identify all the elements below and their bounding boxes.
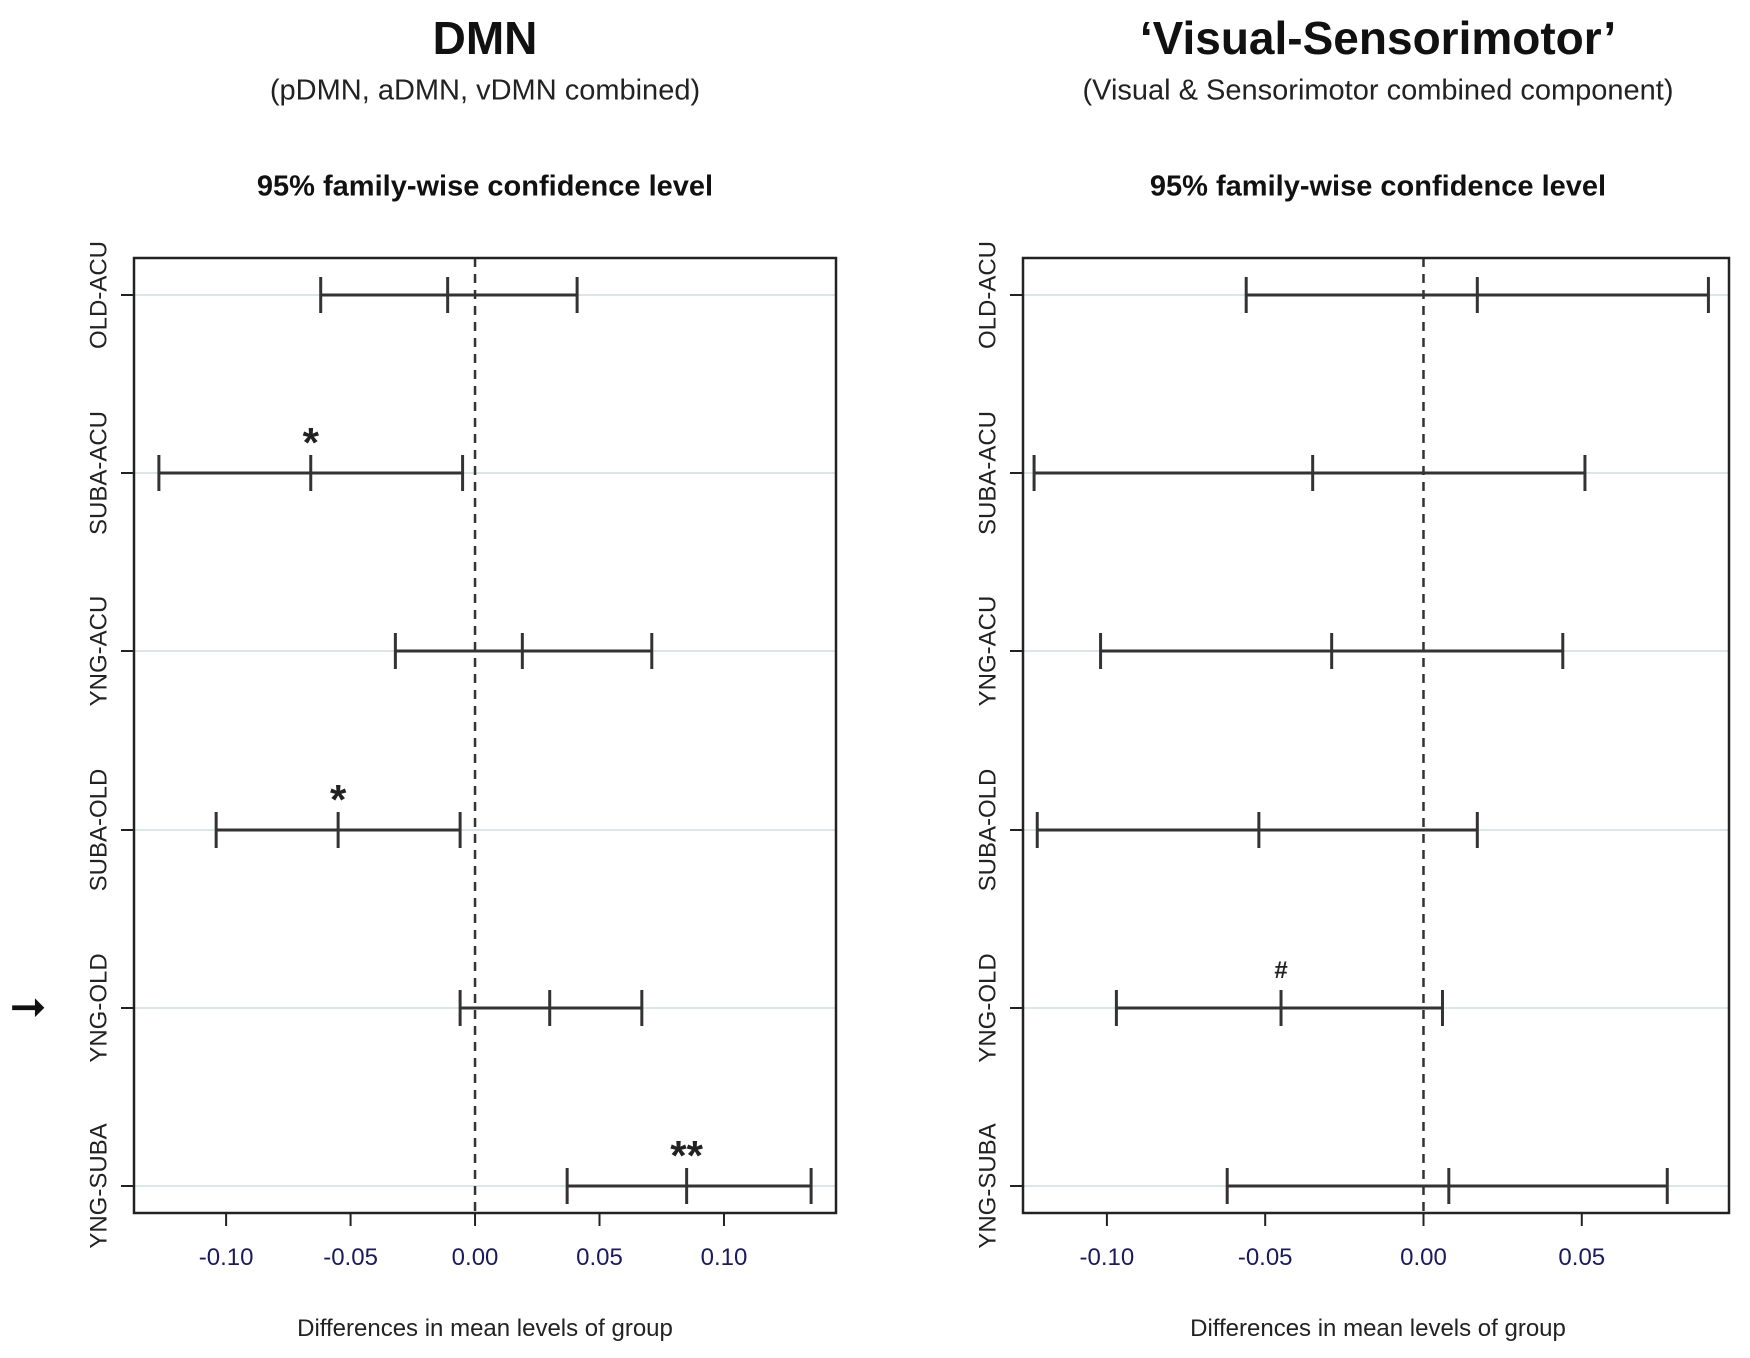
chart-1-xtick-label-0-05: -0.05 xyxy=(323,1244,378,1271)
chart-2-plot-title: 95% family-wise confidence level xyxy=(1150,171,1606,203)
chart-1-category-label-old-acu: OLD-ACU xyxy=(85,241,112,349)
chart-1-category-label-suba-acu: SUBA-ACU xyxy=(85,411,112,535)
chart-2-category-label-suba-acu: SUBA-ACU xyxy=(974,411,1001,535)
chart-1-significance-yng-suba: ** xyxy=(670,1132,703,1179)
chart-1-significance-suba-acu: * xyxy=(303,419,320,466)
chart-2-plot-frame xyxy=(1021,256,1731,1215)
chart-2-category-label-yng-old: YNG-OLD xyxy=(974,953,1001,1062)
chart-1-category-label-yng-suba: YNG-SUBA xyxy=(85,1123,112,1248)
chart-1-xtick-label-0-05: 0.05 xyxy=(576,1244,623,1271)
chart-1-title: DMN xyxy=(433,12,538,64)
chart-2-category-label-old-acu: OLD-ACU xyxy=(974,241,1001,349)
chart-2-xtick-label-0-05: -0.05 xyxy=(1238,1244,1293,1271)
chart-2-subtitle: (Visual & Sensorimotor combined componen… xyxy=(1082,75,1673,107)
chart-2-category-label-suba-old: SUBA-OLD xyxy=(974,769,1001,892)
chart-1-plot-frame xyxy=(132,256,838,1215)
chart-1-category-label-yng-old: YNG-OLD xyxy=(85,953,112,1062)
chart-2-xtick-label-0-10: -0.10 xyxy=(1080,1244,1135,1271)
chart-1-category-label-yng-acu: YNG-ACU xyxy=(85,596,112,707)
chart-1-xlabel: Differences in mean levels of group xyxy=(297,1315,673,1342)
chart-2-xtick-label-0-05: 0.05 xyxy=(1558,1244,1605,1271)
chart-1-xtick-label-0-00: 0.00 xyxy=(452,1244,499,1271)
chart-2-xtick-label-0-00: 0.00 xyxy=(1400,1244,1447,1271)
chart-1-category-label-suba-old: SUBA-OLD xyxy=(85,769,112,892)
chart-2-category-label-yng-suba: YNG-SUBA xyxy=(974,1123,1001,1248)
chart-1-significance-suba-old: * xyxy=(330,776,347,823)
chart-1-xtick-label-0-10: -0.10 xyxy=(199,1244,254,1271)
chart-2-significance-yng-old: # xyxy=(1274,957,1287,984)
chart-1-xtick-label-0-10: 0.10 xyxy=(701,1244,748,1271)
chart-2-category-label-yng-acu: YNG-ACU xyxy=(974,596,1001,707)
chart-1-plot-title: 95% family-wise confidence level xyxy=(257,171,713,203)
chart-1-subtitle: (pDMN, aDMN, vDMN combined) xyxy=(270,75,700,107)
chart-1-highlight-arrow-icon: ➞ xyxy=(10,983,47,1032)
chart-2-xlabel: Differences in mean levels of group xyxy=(1190,1315,1566,1342)
chart-2-title: ‘Visual-Sensorimotor’ xyxy=(1140,12,1616,64)
